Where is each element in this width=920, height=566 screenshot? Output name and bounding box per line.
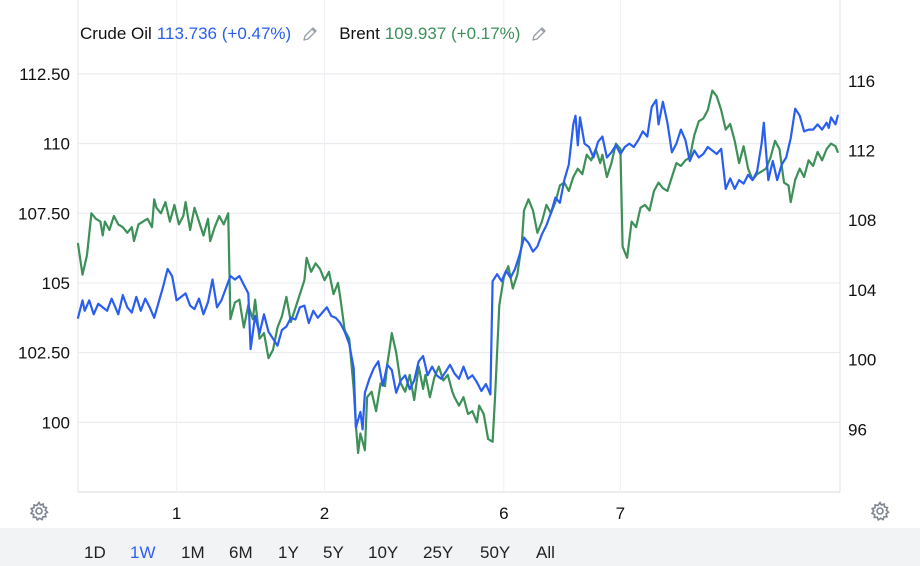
x-tick-label: 2 — [320, 504, 329, 523]
chart-legend: Crude Oil 113.736 (+0.47%) Brent 109.937… — [80, 24, 568, 44]
pencil-icon[interactable] — [301, 25, 319, 43]
crude-oil-series-line — [76, 98, 839, 431]
range-selector: 1D 1W 1M 6M 1Y 5Y 10Y 25Y 50Y All — [0, 528, 920, 566]
pencil-icon[interactable] — [530, 25, 548, 43]
range-button-1w[interactable]: 1W — [130, 543, 156, 562]
x-tick-label: 7 — [616, 504, 625, 523]
right-y-axis: 116 112 108 104 100 96 — [848, 72, 876, 439]
crude-legend-name: Crude Oil — [80, 24, 152, 43]
x-tick-label: 6 — [499, 504, 508, 523]
right-tick-label: 112 — [848, 142, 875, 161]
crude-legend-value: 113.736 (+0.47%) — [156, 24, 292, 43]
left-y-axis: 112.50 110 107.50 105 102.50 100 — [18, 65, 70, 432]
series-lines — [76, 89, 839, 455]
left-tick-label: 100 — [42, 413, 70, 432]
range-button-10y[interactable]: 10Y — [368, 543, 399, 562]
range-button-50y[interactable]: 50Y — [480, 543, 511, 562]
left-tick-label: 110 — [43, 135, 70, 154]
left-tick-label: 107.50 — [18, 204, 70, 223]
right-tick-label: 96 — [848, 420, 867, 439]
range-button-1d[interactable]: 1D — [84, 543, 106, 562]
right-tick-label: 104 — [848, 281, 876, 300]
gear-icon[interactable] — [28, 500, 50, 522]
range-button-5y[interactable]: 5Y — [323, 543, 344, 562]
x-tick-label: 1 — [172, 504, 181, 523]
brent-legend-value: 109.937 (+0.17%) — [384, 24, 521, 43]
range-button-1m[interactable]: 1M — [181, 543, 205, 562]
range-button-6m[interactable]: 6M — [229, 543, 253, 562]
range-button-1y[interactable]: 1Y — [278, 543, 299, 562]
gear-icon[interactable] — [869, 500, 891, 522]
right-tick-label: 100 — [848, 351, 876, 370]
x-axis: 1 2 6 7 — [172, 504, 625, 523]
right-tick-label: 108 — [848, 211, 876, 230]
grid-lines — [77, 0, 841, 493]
brent-series-line — [76, 89, 839, 455]
left-tick-label: 105 — [42, 274, 70, 293]
left-tick-label: 112.50 — [19, 65, 70, 84]
range-button-all[interactable]: All — [536, 543, 555, 562]
range-button-25y[interactable]: 25Y — [423, 543, 454, 562]
brent-legend-name: Brent — [339, 24, 380, 43]
left-tick-label: 102.50 — [18, 344, 70, 363]
right-tick-label: 116 — [848, 72, 875, 91]
